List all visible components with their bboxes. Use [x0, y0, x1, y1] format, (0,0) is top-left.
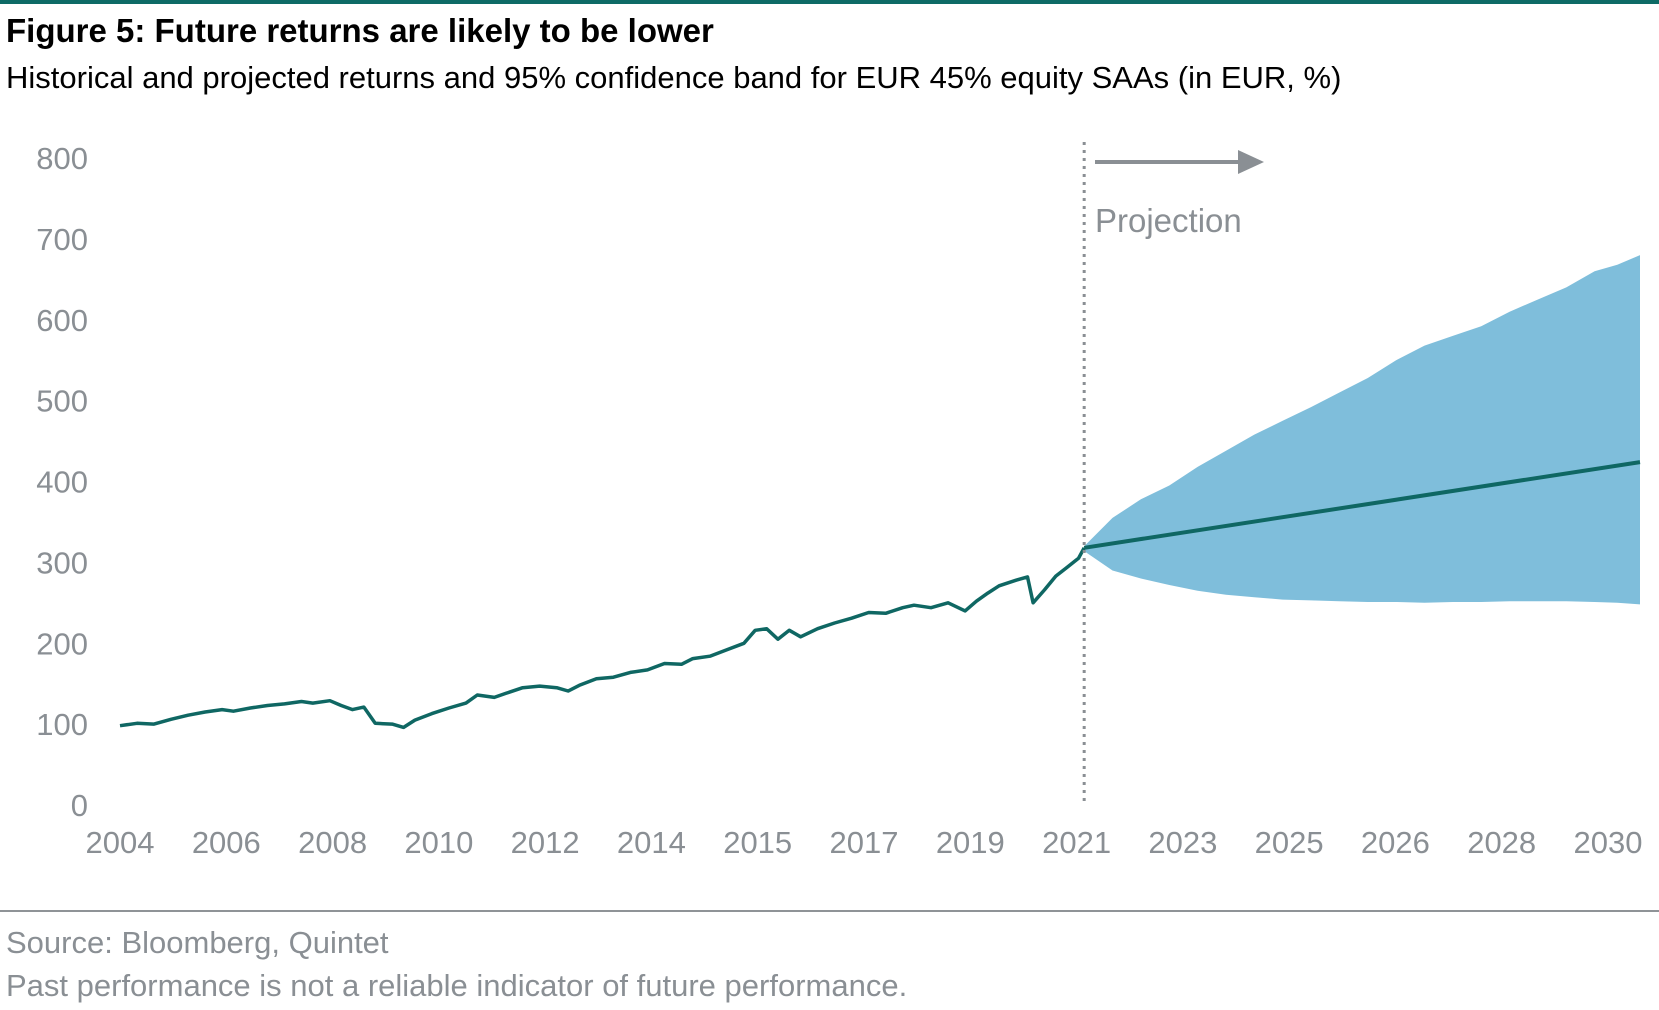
projection-median-line — [1083, 460, 1641, 550]
x-tick-label: 2030 — [1574, 825, 1643, 860]
x-tick-label: 2019 — [936, 825, 1005, 860]
y-tick-label: 600 — [36, 303, 88, 338]
top-rule — [0, 0, 1659, 4]
y-tick-label: 700 — [36, 222, 88, 257]
bottom-rule — [0, 910, 1659, 912]
projection-arrow-head — [1238, 150, 1264, 174]
x-tick-label: 2015 — [723, 825, 792, 860]
chart-title: Figure 5: Future returns are likely to b… — [6, 12, 714, 49]
y-tick-label: 0 — [71, 788, 88, 823]
x-tick-label: 2021 — [1042, 825, 1111, 860]
y-tick-label: 500 — [36, 384, 88, 419]
x-tick-label: 2023 — [1148, 825, 1217, 860]
x-tick-label: 2006 — [192, 825, 261, 860]
y-tick-label: 300 — [36, 545, 88, 580]
confidence-band — [1084, 255, 1640, 605]
y-tick-label: 200 — [36, 626, 88, 661]
x-tick-label: 2014 — [617, 825, 686, 860]
disclaimer-note: Past performance is not a reliable indic… — [6, 968, 908, 1003]
projection-label: Projection — [1095, 202, 1242, 239]
x-tick-label: 2017 — [830, 825, 899, 860]
y-tick-label: 100 — [36, 707, 88, 742]
source-note: Source: Bloomberg, Quintet — [6, 925, 389, 960]
y-tick-label: 400 — [36, 465, 88, 500]
x-tick-label: 2025 — [1255, 825, 1324, 860]
historical-series-line — [119, 546, 1086, 730]
x-tick-label: 2010 — [404, 825, 473, 860]
x-tick-label: 2008 — [298, 825, 367, 860]
x-tick-label: 2012 — [511, 825, 580, 860]
y-tick-label: 800 — [36, 141, 88, 176]
chart-subtitle: Historical and projected returns and 95%… — [6, 60, 1342, 95]
chart-area: 0 100 200 300 400 500 600 700 800 2004 2006 2008 201… — [36, 141, 1643, 860]
x-tick-label: 2028 — [1467, 825, 1536, 860]
x-tick-label: 2004 — [86, 825, 155, 860]
x-tick-label: 2026 — [1361, 825, 1430, 860]
